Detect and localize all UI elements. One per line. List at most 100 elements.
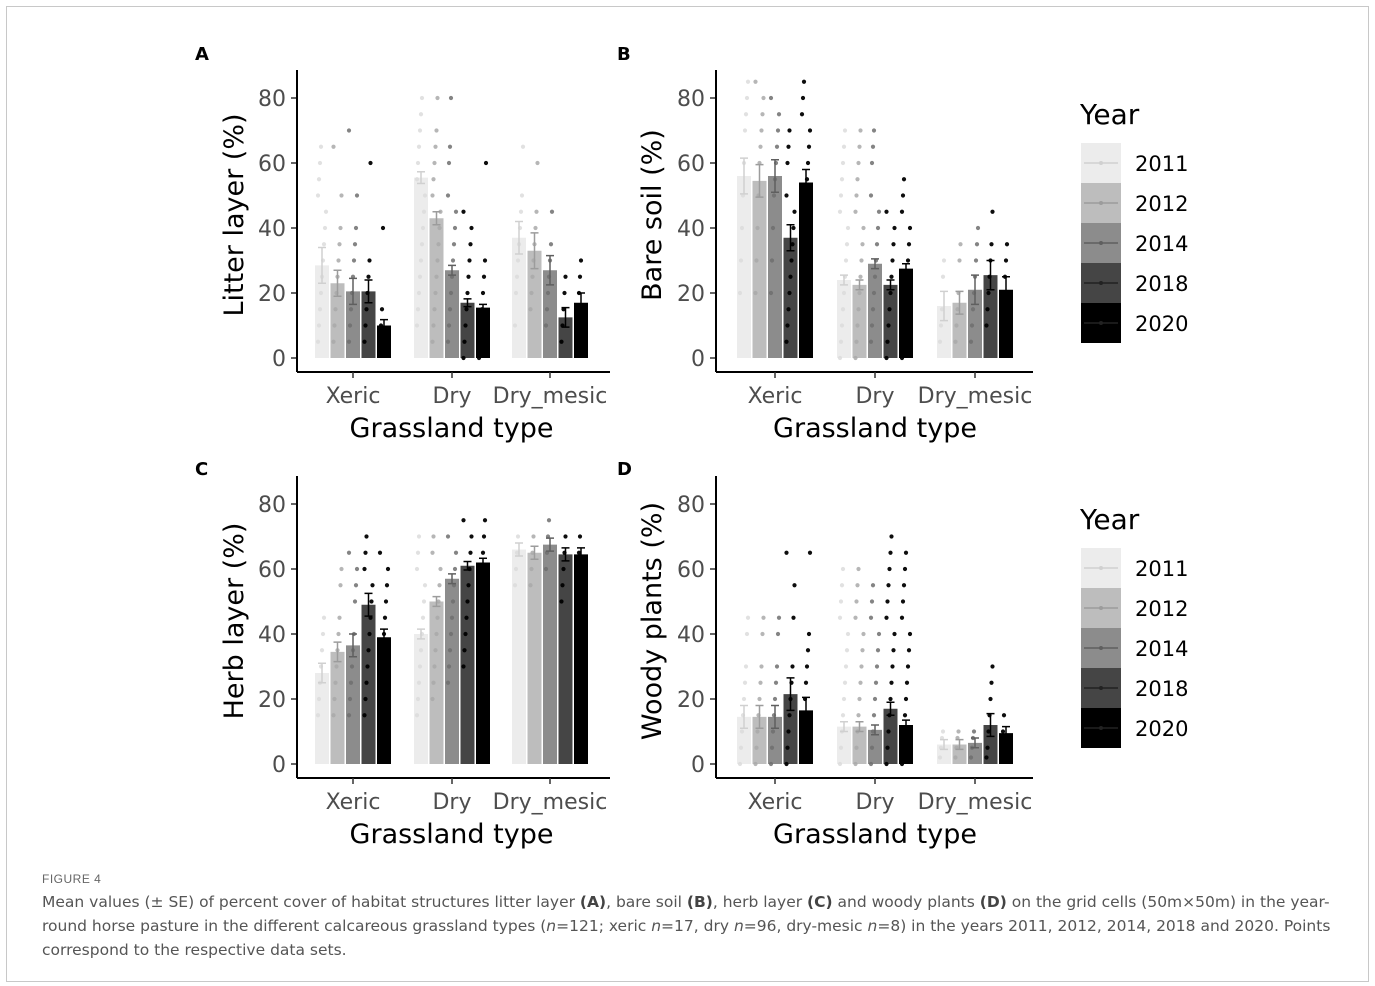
data-point [483,160,489,166]
data-point [354,566,360,572]
legend-key-point [1099,321,1103,325]
data-point [858,274,863,279]
data-point [799,745,805,750]
data-point [844,242,850,247]
data-point [803,680,809,685]
data-point [841,696,847,702]
data-point [446,323,452,328]
data-point [478,583,484,588]
data-point [905,664,911,669]
y-tick-label: 60 [258,558,286,583]
data-point [353,225,359,231]
data-point [466,274,471,279]
data-point [859,258,864,263]
data-point [436,242,441,247]
data-point [562,290,567,296]
data-point [347,696,353,702]
data-point [574,583,580,588]
data-point [453,550,459,555]
data-point [768,95,774,101]
caption-segment: , bare soil [606,893,687,911]
x-axis-label: Grassland type [350,819,554,850]
data-point [370,583,375,588]
data-point [318,144,324,149]
data-point [529,566,534,572]
caption-segment: =8) in the years 2011, 2012, 2014, 2018 … [42,917,1331,959]
data-point [768,761,774,767]
data-point [364,680,369,685]
data-point [450,599,456,604]
data-point [784,193,789,198]
data-point [476,615,482,620]
legend-label: 2012 [1135,192,1188,216]
bar [983,725,998,764]
figure-label: FIGURE 4 [42,872,102,886]
data-point [840,307,846,312]
data-point [857,144,862,149]
data-point [316,177,322,182]
bar [952,302,967,358]
legend-key-point [1099,646,1103,650]
data-point [892,631,897,637]
data-point [461,664,466,669]
data-point [940,274,946,279]
data-point [461,355,466,361]
data-point [776,112,782,117]
data-point [469,534,474,539]
y-tick-label: 60 [677,152,705,177]
data-point [377,696,383,702]
data-point [969,323,975,328]
caption-segment: (A) [579,893,607,911]
x-tick-label: Xeric [748,790,803,815]
data-point [768,290,774,296]
data-point [840,160,846,166]
data-point [414,566,420,572]
data-point [519,193,525,198]
data-point [799,290,805,296]
data-point [431,680,436,685]
data-point [563,534,568,539]
data-point [467,258,472,263]
data-point [563,274,568,279]
data-point [791,225,796,231]
data-point [941,258,947,263]
data-point [856,307,861,312]
data-point [512,583,518,588]
data-point [528,307,533,312]
data-point [482,258,488,263]
panel-letter: B [617,44,631,65]
bar [574,554,588,764]
data-point [346,339,352,344]
panel-letter: D [617,459,632,480]
data-point [775,631,781,637]
data-point [885,599,890,604]
bar [429,218,444,358]
data-point [464,307,469,312]
data-point [419,95,425,101]
bar [512,549,526,764]
data-point [754,258,759,263]
x-tick-label: Dry [855,790,894,815]
bar [752,180,767,358]
data-point [986,290,991,296]
y-tick-label: 40 [677,217,705,242]
data-point [871,128,877,133]
data-point [870,307,876,312]
data-point [906,648,912,653]
data-point [380,648,386,653]
data-point [755,729,760,734]
data-point [578,258,584,263]
y-tick-label: 40 [258,217,286,242]
legend-label: 2014 [1135,232,1188,256]
legend-key-point [1099,686,1103,690]
data-point [577,534,583,539]
data-point [346,713,352,718]
data-point [985,307,990,312]
data-point [868,615,874,620]
data-point [466,583,471,588]
data-point [786,144,791,149]
figure-canvas: A 0 20 40 60 80 Litter layer (%) Xeric Dry Dry_me… [195,44,1188,850]
data-point [383,599,389,604]
data-point [315,713,321,718]
data-point [776,615,782,620]
